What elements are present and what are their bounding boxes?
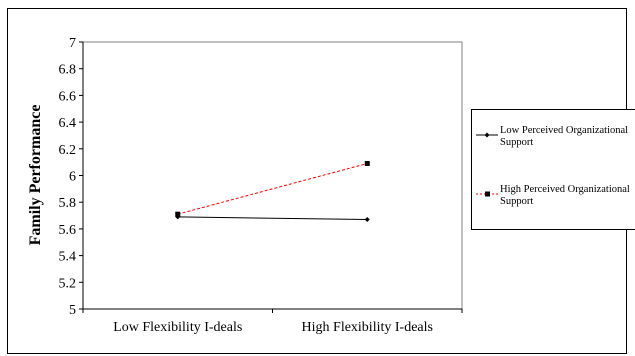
plot-border [82, 41, 463, 310]
y-tick-label: 5.8 [59, 196, 77, 211]
y-tick-label: 5.6 [59, 223, 77, 238]
legend-swatch-high-support [476, 191, 498, 197]
y-tick-label: 5.4 [59, 250, 77, 265]
x-category-label: High Flexibility I-deals [302, 320, 433, 335]
legend-label-high-support: High Perceived Organizational Support [500, 184, 630, 207]
series-group [175, 160, 370, 223]
y-axis-ticks: 5 5.2 5.4 5.6 5.8 6 6.2 6.4 6.6 6.8 7 [59, 36, 84, 318]
legend-entry-high-support: High Perceived Organizational Support [472, 184, 635, 224]
y-tick-label: 5 [69, 303, 76, 318]
series-line-1 [177, 163, 368, 215]
y-tick-label: 6.8 [59, 63, 77, 78]
plot-area [82, 41, 463, 310]
legend: Low Perceived Organizational Support Hig… [471, 109, 635, 230]
y-tick-label: 5.2 [59, 276, 77, 291]
data-point-square [364, 160, 370, 166]
y-tick-label: 6.6 [59, 89, 77, 104]
y-tick-label: 6 [69, 170, 76, 185]
y-tick-label: 6.4 [59, 116, 77, 131]
series-line-0 [177, 216, 368, 221]
y-tick-label: 6.2 [59, 143, 77, 158]
x-category-label: Low Flexibility I-deals [113, 320, 242, 335]
y-axis-title: Family Performance [27, 105, 44, 246]
legend-label-low-support: Low Perceived Organizational Support [500, 125, 629, 148]
x-axis-categories: Low Flexibility I-deals High Flexibility … [82, 308, 463, 335]
data-point-square [175, 211, 181, 217]
legend-entry-low-support: Low Perceived Organizational Support [472, 125, 635, 165]
y-tick-label: 7 [69, 36, 76, 51]
data-point-diamond [364, 217, 370, 223]
legend-swatch-low-support [476, 132, 498, 138]
